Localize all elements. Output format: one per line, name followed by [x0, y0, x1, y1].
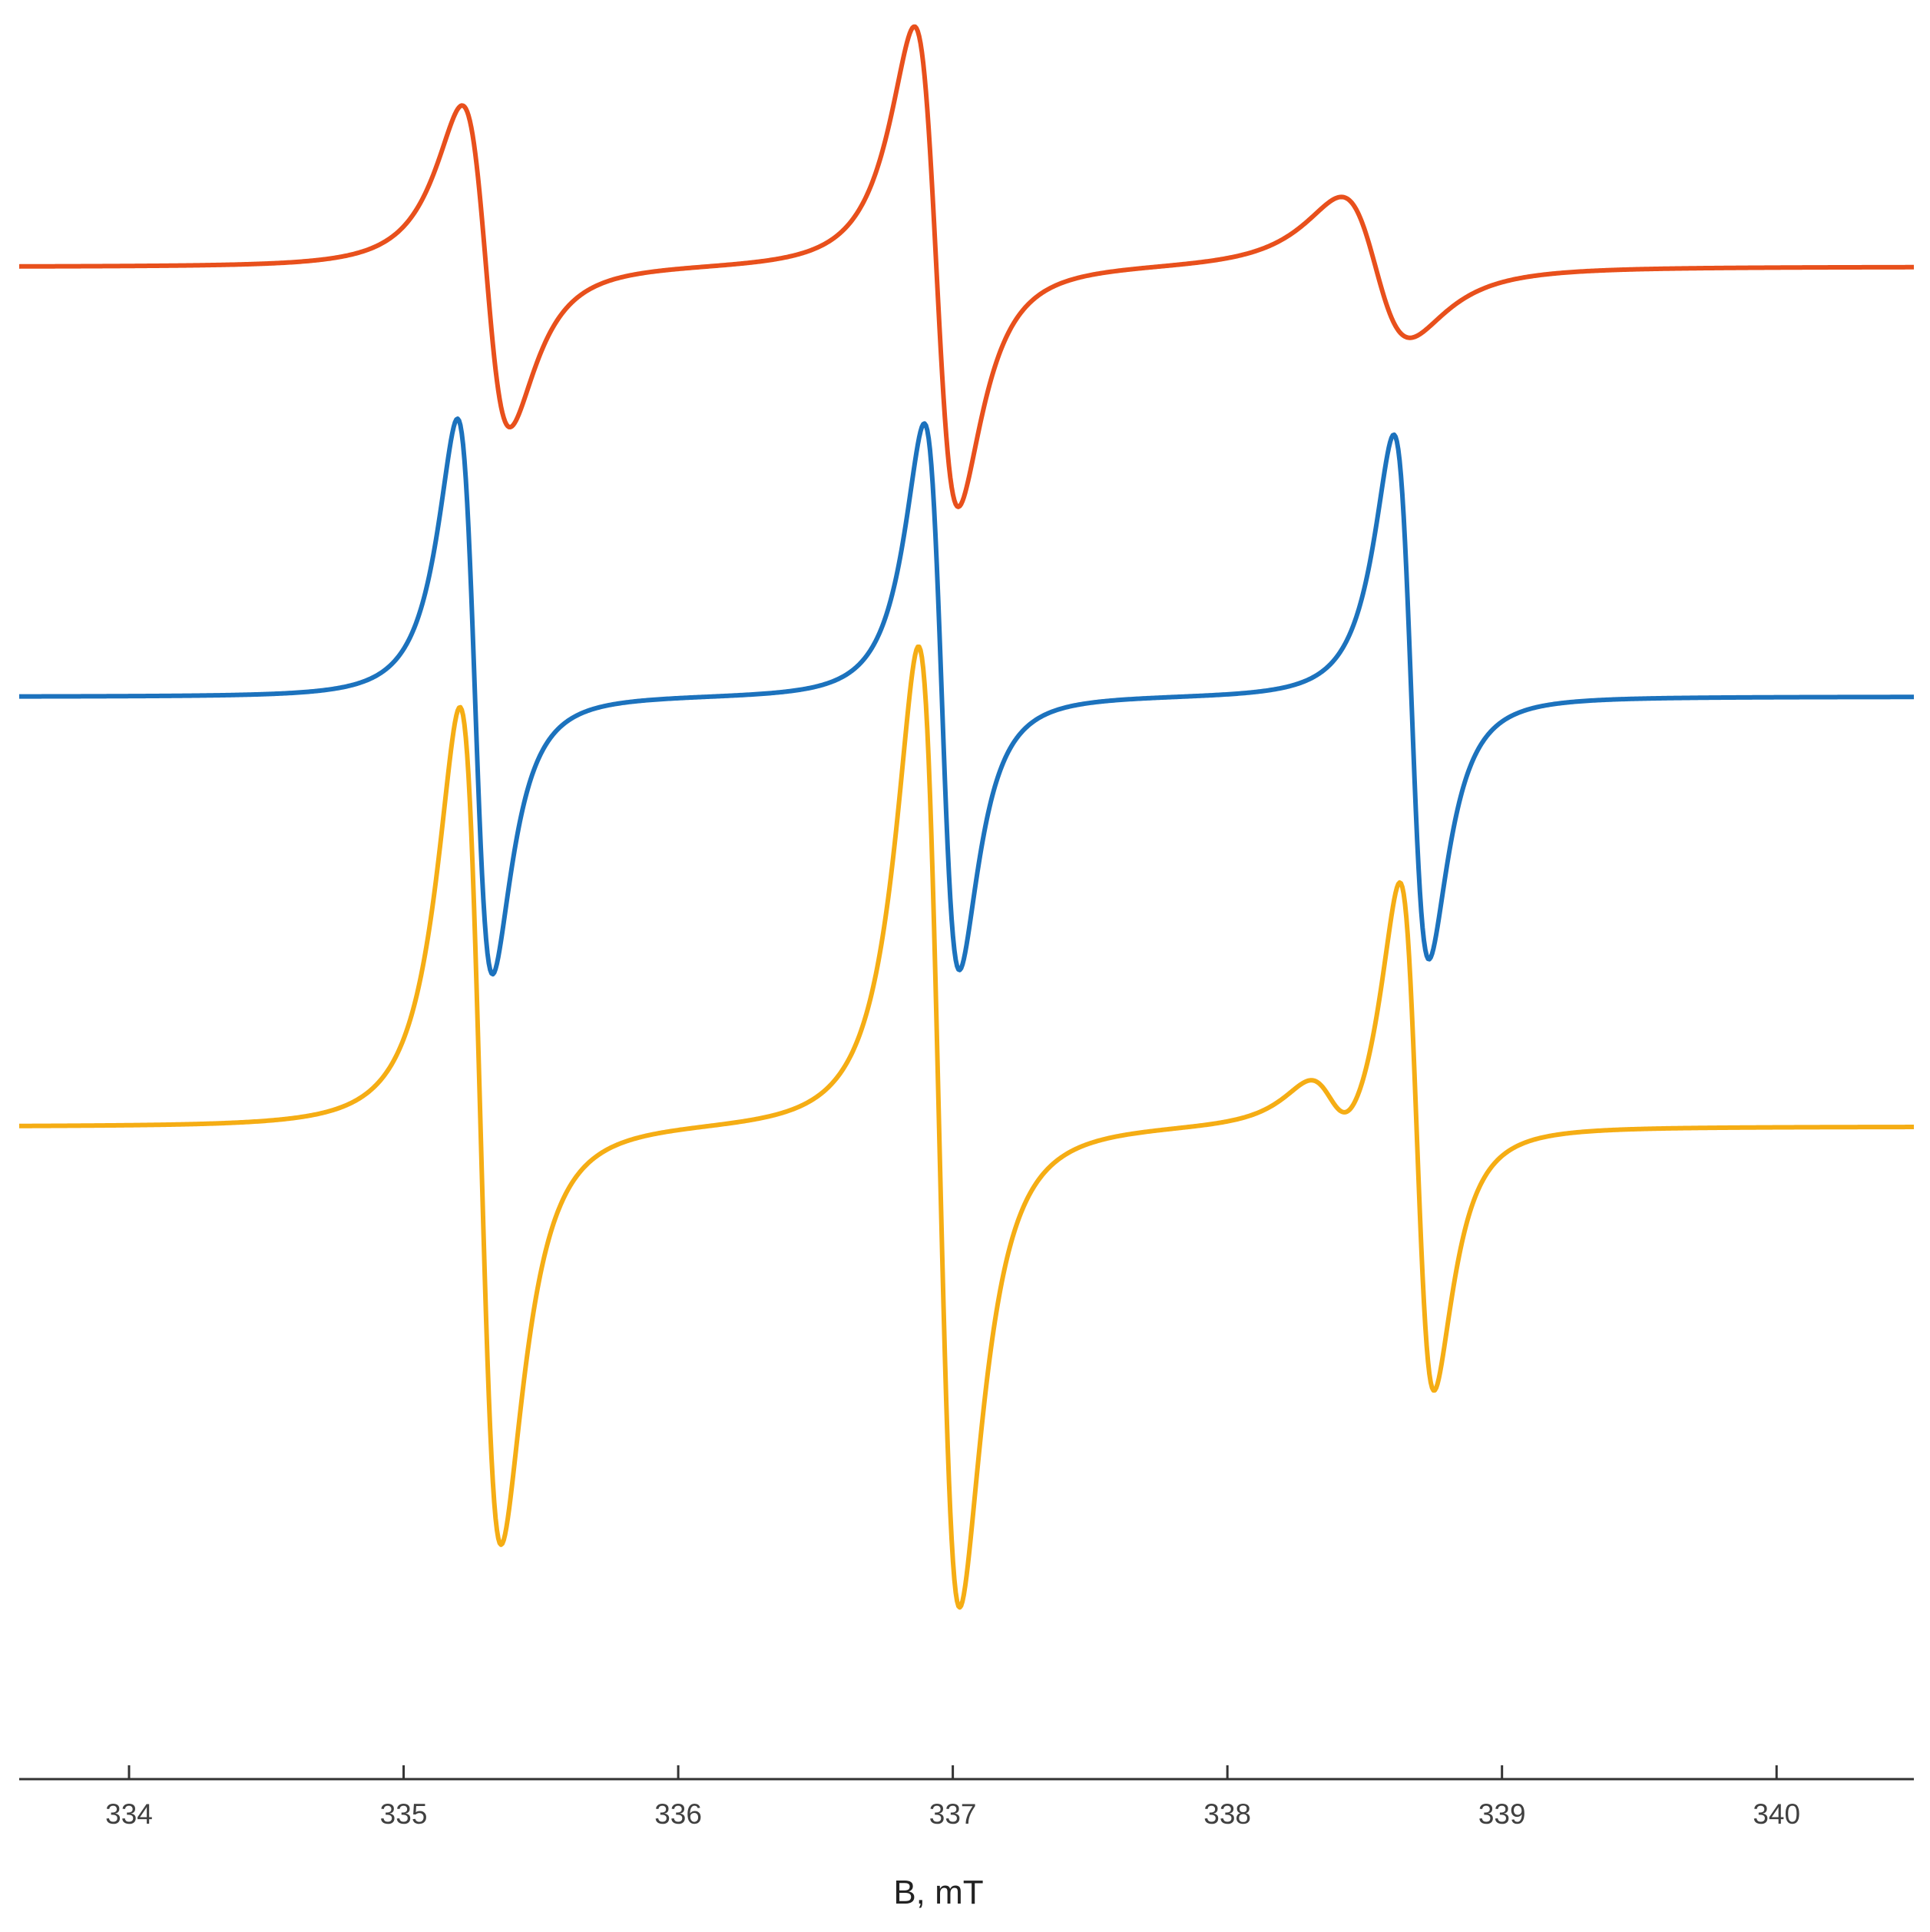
x-tick-label: 336	[654, 1798, 702, 1830]
series-layer	[18, 24, 1915, 1610]
x-axis-ticks: 334 335 336 337 338 339 340	[105, 1765, 1800, 1830]
spectrum-line-2	[18, 416, 1915, 977]
x-tick-label: 335	[380, 1798, 428, 1830]
x-tick-label: 338	[1203, 1798, 1251, 1830]
x-tick-label: 334	[105, 1798, 153, 1830]
x-tick-label: 339	[1478, 1798, 1526, 1830]
spectrum-line-3	[18, 645, 1915, 1610]
x-tick-label: 340	[1753, 1798, 1800, 1830]
spectrum-line-1	[18, 24, 1915, 509]
x-axis-title: B, mT	[893, 1874, 983, 1911]
x-tick-label: 337	[929, 1798, 977, 1830]
